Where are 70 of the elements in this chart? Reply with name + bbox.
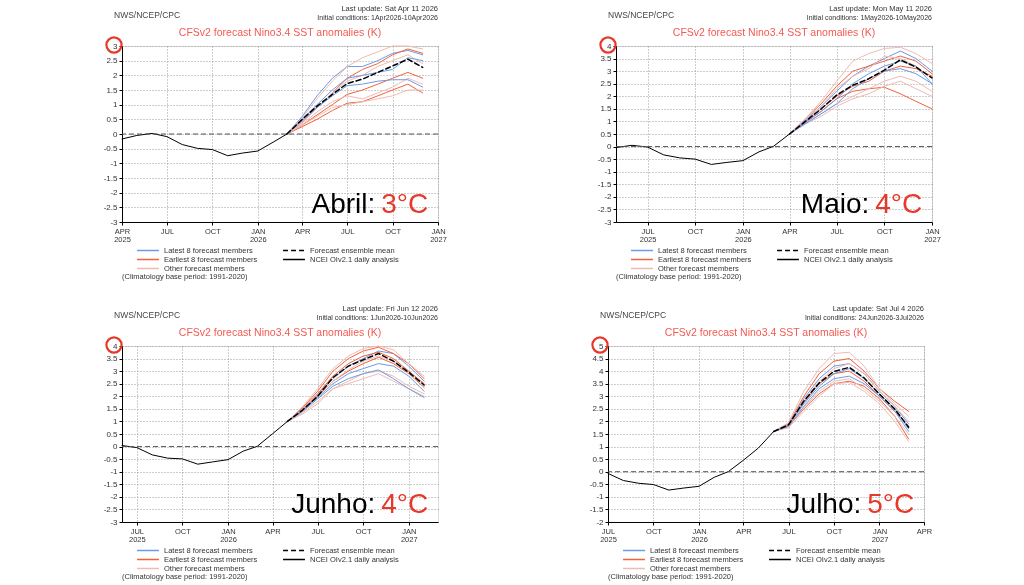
- y-tick-label: 3: [599, 391, 605, 401]
- y-tick-label: -1.5: [589, 504, 605, 514]
- y-tick-label: 0: [113, 129, 119, 139]
- annotation: Maio: 4°C: [800, 188, 923, 219]
- y-tick-label: -3: [604, 217, 613, 227]
- y-tick-label: -3: [110, 217, 119, 227]
- text: NWS/NCEP/CPC: [608, 10, 675, 20]
- y-tick-label: -0.5: [103, 454, 119, 464]
- annotation: Abril: 3°C: [311, 188, 429, 219]
- y-tick-label: 0.5: [106, 114, 119, 124]
- y-tick-label: -1.5: [103, 479, 119, 489]
- y-tick-label: 0.5: [106, 429, 119, 439]
- y-tick-label: -1: [110, 158, 119, 168]
- chart-title: CFSv2 forecast Nino3.4 SST anomalies (K): [178, 326, 382, 338]
- y-tick-label: 3: [113, 366, 119, 376]
- text: NWS/NCEP/CPC: [114, 310, 181, 320]
- y-tick-label: -2: [596, 517, 605, 527]
- text: NWS/NCEP/CPC: [600, 310, 667, 320]
- y-tick-label: -1: [110, 467, 119, 477]
- y-tick-label: 4: [113, 341, 119, 351]
- y-tick-label: 0: [113, 442, 119, 452]
- y-tick-label: 1: [607, 116, 613, 126]
- y-tick-label: 2: [113, 70, 119, 80]
- y-tick-label: -2.5: [597, 204, 613, 214]
- annotation: Junho: 4°C: [291, 488, 429, 519]
- y-tick-label: 3: [607, 66, 613, 76]
- y-tick-label: 4: [607, 41, 613, 51]
- y-tick-label: -2: [604, 192, 613, 202]
- y-tick-label: 3.5: [600, 54, 613, 64]
- y-tick-label: 2: [607, 91, 613, 101]
- y-tick-label: -2: [110, 188, 119, 198]
- y-tick-label: 3.5: [592, 379, 605, 389]
- y-tick-label: 0: [599, 467, 605, 477]
- y-tick-label: 1.5: [106, 85, 119, 95]
- y-tick-label: 1.5: [592, 429, 605, 439]
- y-tick-label: 1.5: [600, 104, 613, 114]
- text: NWS/NCEP/CPC: [114, 10, 181, 20]
- y-tick-label: 4: [599, 366, 605, 376]
- chart-title: CFSv2 forecast Nino3.4 SST anomalies (K): [178, 26, 382, 38]
- y-tick-label: -0.5: [103, 144, 119, 154]
- y-tick-label: 5: [599, 341, 605, 351]
- y-tick-label: -1.5: [103, 173, 119, 183]
- y-tick-label: 2.5: [592, 404, 605, 414]
- y-tick-label: -1.5: [597, 179, 613, 189]
- y-tick-label: 2.5: [106, 379, 119, 389]
- y-tick-label: 3.5: [106, 354, 119, 364]
- y-tick-label: 0.5: [600, 129, 613, 139]
- y-tick-label: 3: [113, 41, 119, 51]
- y-tick-label: -2.5: [103, 202, 119, 212]
- y-tick-label: 2: [599, 416, 605, 426]
- y-tick-label: 0: [607, 142, 613, 152]
- y-tick-label: -1: [596, 492, 605, 502]
- y-tick-label: -1: [604, 167, 613, 177]
- y-tick-label: 1.5: [106, 404, 119, 414]
- y-tick-label: 2: [113, 391, 119, 401]
- y-tick-label: -0.5: [589, 479, 605, 489]
- y-tick-label: -0.5: [597, 154, 613, 164]
- y-tick-label: 1: [113, 100, 119, 110]
- y-tick-label: -2: [110, 492, 119, 502]
- y-tick-label: 2.5: [106, 56, 119, 66]
- y-tick-label: 2.5: [600, 79, 613, 89]
- chart-title: CFSv2 forecast Nino3.4 SST anomalies (K): [664, 326, 868, 338]
- y-tick-label: -3: [110, 517, 119, 527]
- y-tick-label: -2.5: [103, 504, 119, 514]
- y-tick-label: 1: [113, 416, 119, 426]
- annotation: Julho: 5°C: [786, 488, 915, 519]
- y-tick-label: 4.5: [592, 354, 605, 364]
- y-tick-label: 1: [599, 442, 605, 452]
- y-tick-label: 0.5: [592, 454, 605, 464]
- chart-title: CFSv2 forecast Nino3.4 SST anomalies (K): [672, 26, 876, 38]
